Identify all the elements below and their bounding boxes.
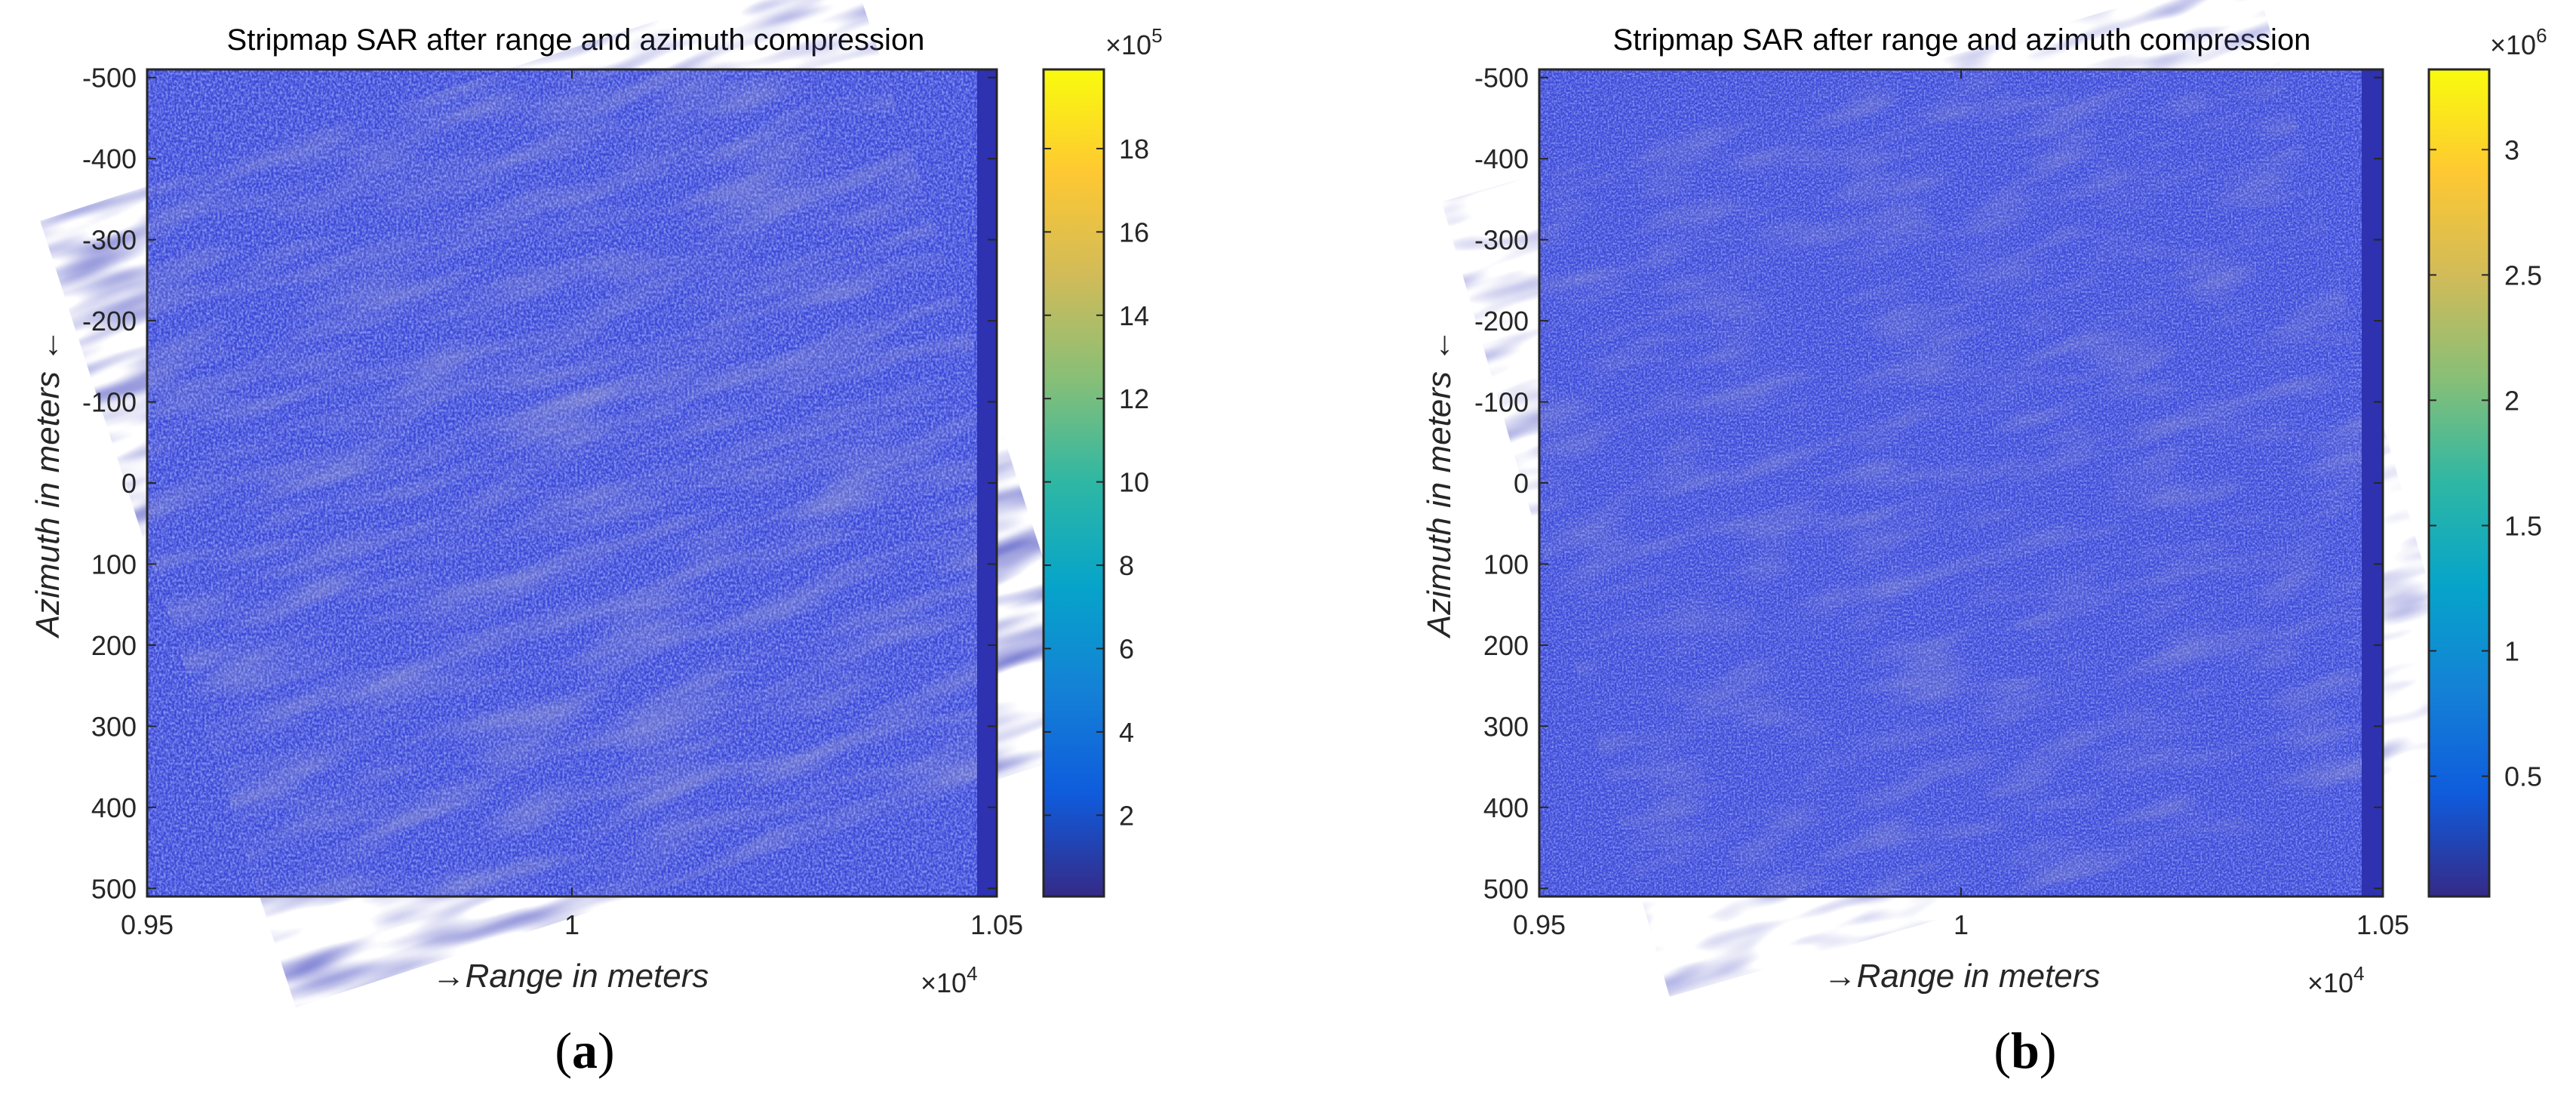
y-tick-label: -500 xyxy=(82,63,137,94)
y-axis: -500 -400 -300 -200 -100 0 100 200 300 400 500 xyxy=(1474,63,2383,904)
colorbar-gradient xyxy=(1044,69,1104,896)
x-axis: 0.95 1 1.05 xyxy=(121,69,1023,940)
colorbar-frame xyxy=(2427,68,2491,898)
colorbar-tick-label: 12 xyxy=(1119,383,1149,414)
y-tick-label: -400 xyxy=(1474,143,1529,174)
y-tick-label: 300 xyxy=(1483,711,1529,742)
y-tick-label: 500 xyxy=(1483,873,1529,904)
colorbar-tick-label: 4 xyxy=(1119,717,1134,748)
colorbar-tick-label: 1.5 xyxy=(2504,510,2542,541)
colorbar-exponent: ×105 xyxy=(1105,24,1163,60)
colorbar-tick-label: 0.5 xyxy=(2504,761,2542,792)
x-axis-exponent: ×104 xyxy=(2307,962,2365,998)
y-tick-label: 500 xyxy=(91,873,137,904)
y-tick-label: 200 xyxy=(1483,630,1529,661)
y-axis-label: Azimuth in meters ← xyxy=(1421,329,1458,639)
panel-a: Stripmap SAR after range and azimuth com… xyxy=(29,0,1163,1079)
y-tick-label: -100 xyxy=(82,387,137,418)
colorbar: 0.5 1 1.5 2 2.5 3 xyxy=(2427,68,2542,898)
colorbar-tick-label: 16 xyxy=(1119,217,1149,248)
y-tick-label: -200 xyxy=(1474,306,1529,337)
colorbar-exponent: ×106 xyxy=(2490,24,2547,60)
x-tick-label: 1.05 xyxy=(970,909,1023,940)
panel-label: (a) xyxy=(555,1022,614,1079)
y-tick-label: 400 xyxy=(91,792,137,823)
panel-label: (b) xyxy=(1993,1022,2056,1079)
colorbar-frame xyxy=(1042,68,1105,898)
x-tick-label: 1.05 xyxy=(2356,909,2409,940)
y-tick-label: 300 xyxy=(91,711,137,742)
colorbar-tick-label: 2.5 xyxy=(2504,260,2542,291)
x-axis-exponent: ×104 xyxy=(921,962,978,998)
y-tick-label: -100 xyxy=(1474,387,1529,418)
colorbar-tick-label: 3 xyxy=(2504,134,2519,165)
y-tick-label: -300 xyxy=(1474,225,1529,256)
y-tick-label: 0 xyxy=(1514,468,1529,499)
y-tick-label: -400 xyxy=(82,143,137,174)
colorbar-tick-label: 2 xyxy=(2504,385,2519,416)
colorbar-tick-label: 14 xyxy=(1119,300,1149,331)
colorbar-gradient xyxy=(2429,69,2489,896)
y-axis-label: Azimuth in meters ← xyxy=(29,329,66,639)
y-axis: -500 -400 -300 -200 -100 0 100 200 300 400 500 xyxy=(82,63,997,904)
x-tick-label: 1 xyxy=(564,909,579,940)
x-tick-label: 0.95 xyxy=(1513,909,1566,940)
y-tick-label: -500 xyxy=(1474,63,1529,94)
colorbar-tick-label: 10 xyxy=(1119,467,1149,498)
y-tick-label: 400 xyxy=(1483,792,1529,823)
colorbar-tick-label: 8 xyxy=(1119,550,1134,581)
x-axis-label: →Range in meters xyxy=(432,958,709,995)
heatmap-speckle-texture xyxy=(1539,69,2383,896)
colorbar: 2 4 6 8 10 12 14 16 18 xyxy=(1042,68,1149,898)
x-axis: 0.95 1 1.05 xyxy=(1513,69,2409,940)
y-tick-label: 200 xyxy=(91,630,137,661)
y-tick-label: 100 xyxy=(91,549,137,580)
heatmap-plot-area xyxy=(40,0,1104,1008)
colorbar-tick-label: 18 xyxy=(1119,134,1149,165)
colorbar-tick-label: 6 xyxy=(1119,633,1134,664)
colorbar-tick-label: 2 xyxy=(1119,800,1134,831)
heatmap-plot-area xyxy=(1441,0,2481,997)
x-axis-label: →Range in meters xyxy=(1824,958,2101,995)
y-tick-label: -300 xyxy=(82,225,137,256)
y-tick-label: -200 xyxy=(82,306,137,337)
x-tick-label: 0.95 xyxy=(121,909,174,940)
y-tick-label: 100 xyxy=(1483,549,1529,580)
heatmap-speckle-texture xyxy=(147,69,997,896)
colorbar-tick-label: 1 xyxy=(2504,636,2519,667)
panel-b: Stripmap SAR after range and azimuth com… xyxy=(1421,0,2547,1079)
x-tick-label: 1 xyxy=(1954,909,1969,940)
y-tick-label: 0 xyxy=(121,468,137,499)
